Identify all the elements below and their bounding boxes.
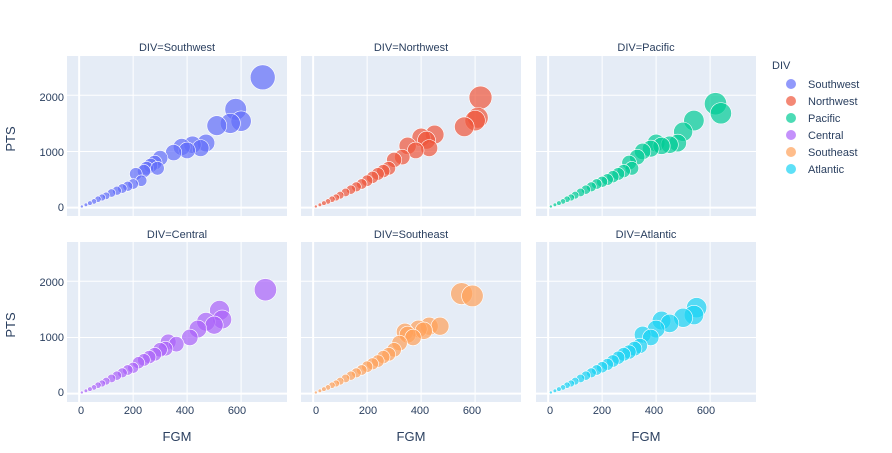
bubble-northwest[interactable] — [314, 204, 318, 209]
bubble-southeast[interactable] — [321, 386, 327, 392]
legend-label-northwest: Northwest — [808, 96, 858, 108]
bubble-southwest[interactable] — [150, 161, 165, 176]
bubble-atlantic[interactable] — [642, 328, 660, 346]
bubble-southeast[interactable] — [317, 388, 323, 393]
bubble-northwest[interactable] — [321, 200, 327, 206]
x-tick-label: 200 — [359, 405, 377, 417]
subplot-background — [301, 242, 521, 402]
legend-item-northwest[interactable]: Northwest — [786, 96, 858, 108]
bubble-southwest[interactable] — [80, 204, 84, 209]
bubble-southwest[interactable] — [83, 202, 89, 207]
x-tick-label: 400 — [645, 405, 663, 417]
legend-item-southwest[interactable]: Southwest — [786, 79, 859, 91]
legend-item-southeast[interactable]: Southeast — [786, 147, 858, 159]
x-tick-label: 600 — [697, 405, 715, 417]
x-tick-label: 400 — [411, 405, 429, 417]
bubble-central[interactable] — [83, 388, 89, 393]
legend-item-pacific[interactable]: Pacific — [786, 113, 841, 125]
y-tick-label: 0 — [58, 202, 64, 214]
y-axis-title: PTS — [3, 312, 18, 338]
x-tick-label: 0 — [313, 405, 319, 417]
facet-title-northwest: DIV=Northwest — [374, 42, 448, 54]
bubble-southwest[interactable] — [87, 200, 93, 206]
legend-label-atlantic: Atlantic — [808, 164, 845, 176]
bubble-pacific[interactable] — [549, 204, 553, 209]
x-axis-title: FGM — [163, 429, 192, 444]
subplot-background — [536, 242, 756, 402]
x-tick-label: 600 — [228, 405, 246, 417]
bubble-central[interactable] — [80, 390, 84, 395]
legend-marker-central — [786, 130, 796, 140]
legend: DIV Southwest Northwest Pacific Central … — [772, 60, 859, 176]
legend-marker-southwest — [786, 79, 796, 89]
x-tick-label: 0 — [78, 405, 84, 417]
facet-title-southeast: DIV=Southeast — [374, 229, 448, 241]
bubble-markers[interactable] — [80, 64, 732, 395]
bubble-pacific[interactable] — [556, 200, 562, 206]
facet-title-southwest: DIV=Southwest — [139, 42, 215, 54]
x-tick-label: 400 — [176, 405, 194, 417]
bubble-northwest[interactable] — [468, 85, 493, 110]
facet-title-central: DIV=Central — [147, 229, 207, 241]
bubble-pacific[interactable] — [552, 202, 558, 207]
legend-marker-atlantic — [786, 164, 796, 174]
y-axis-title: PTS — [3, 126, 18, 152]
legend-label-southeast: Southeast — [808, 147, 858, 159]
x-tick-label: 600 — [463, 405, 481, 417]
y-tick-label: 2000 — [40, 277, 64, 289]
x-tick-label: 0 — [547, 405, 553, 417]
bubble-atlantic[interactable] — [549, 390, 553, 395]
bubble-southeast[interactable] — [314, 390, 318, 395]
bubble-central[interactable] — [181, 328, 199, 346]
bubble-central[interactable] — [204, 315, 224, 335]
legend-label-pacific: Pacific — [808, 113, 841, 125]
bubble-southwest[interactable] — [249, 64, 276, 91]
facet-title-atlantic: DIV=Atlantic — [616, 229, 677, 241]
x-tick-label: 200 — [593, 405, 611, 417]
legend-marker-pacific — [786, 113, 796, 123]
subplot-background — [536, 56, 756, 216]
legend-item-atlantic[interactable]: Atlantic — [786, 164, 845, 176]
x-axis-title: FGM — [632, 429, 661, 444]
bubble-southwest[interactable] — [206, 115, 228, 136]
legend-label-southwest: Southwest — [808, 79, 859, 91]
bubble-central[interactable] — [253, 278, 277, 302]
y-tick-label: 1000 — [40, 332, 64, 344]
bubble-northwest[interactable] — [407, 141, 425, 159]
bubble-northwest[interactable] — [317, 202, 323, 207]
bubble-pacific[interactable] — [709, 102, 732, 125]
bubble-central[interactable] — [87, 386, 93, 392]
subplot-backgrounds — [67, 56, 756, 402]
y-tick-label: 1000 — [40, 147, 64, 159]
bubble-atlantic[interactable] — [556, 386, 562, 392]
bubble-southeast[interactable] — [430, 316, 450, 336]
legend-marker-southeast — [786, 147, 796, 157]
subplot-background — [67, 242, 287, 402]
y-tick-label: 2000 — [40, 92, 64, 104]
legend-label-central: Central — [808, 130, 843, 142]
legend-marker-northwest — [786, 96, 796, 106]
bubble-southeast[interactable] — [461, 284, 484, 308]
x-tick-label: 200 — [124, 405, 142, 417]
y-tick-label: 0 — [58, 387, 64, 399]
bubble-atlantic[interactable] — [552, 388, 558, 393]
legend-item-central[interactable]: Central — [786, 130, 843, 142]
subplot-background — [67, 56, 287, 216]
x-axis-title: FGM — [397, 429, 426, 444]
legend-title: DIV — [772, 60, 791, 72]
subplot-background — [301, 56, 521, 216]
bubble-northwest[interactable] — [454, 116, 475, 137]
facet-title-pacific: DIV=Pacific — [617, 42, 675, 54]
